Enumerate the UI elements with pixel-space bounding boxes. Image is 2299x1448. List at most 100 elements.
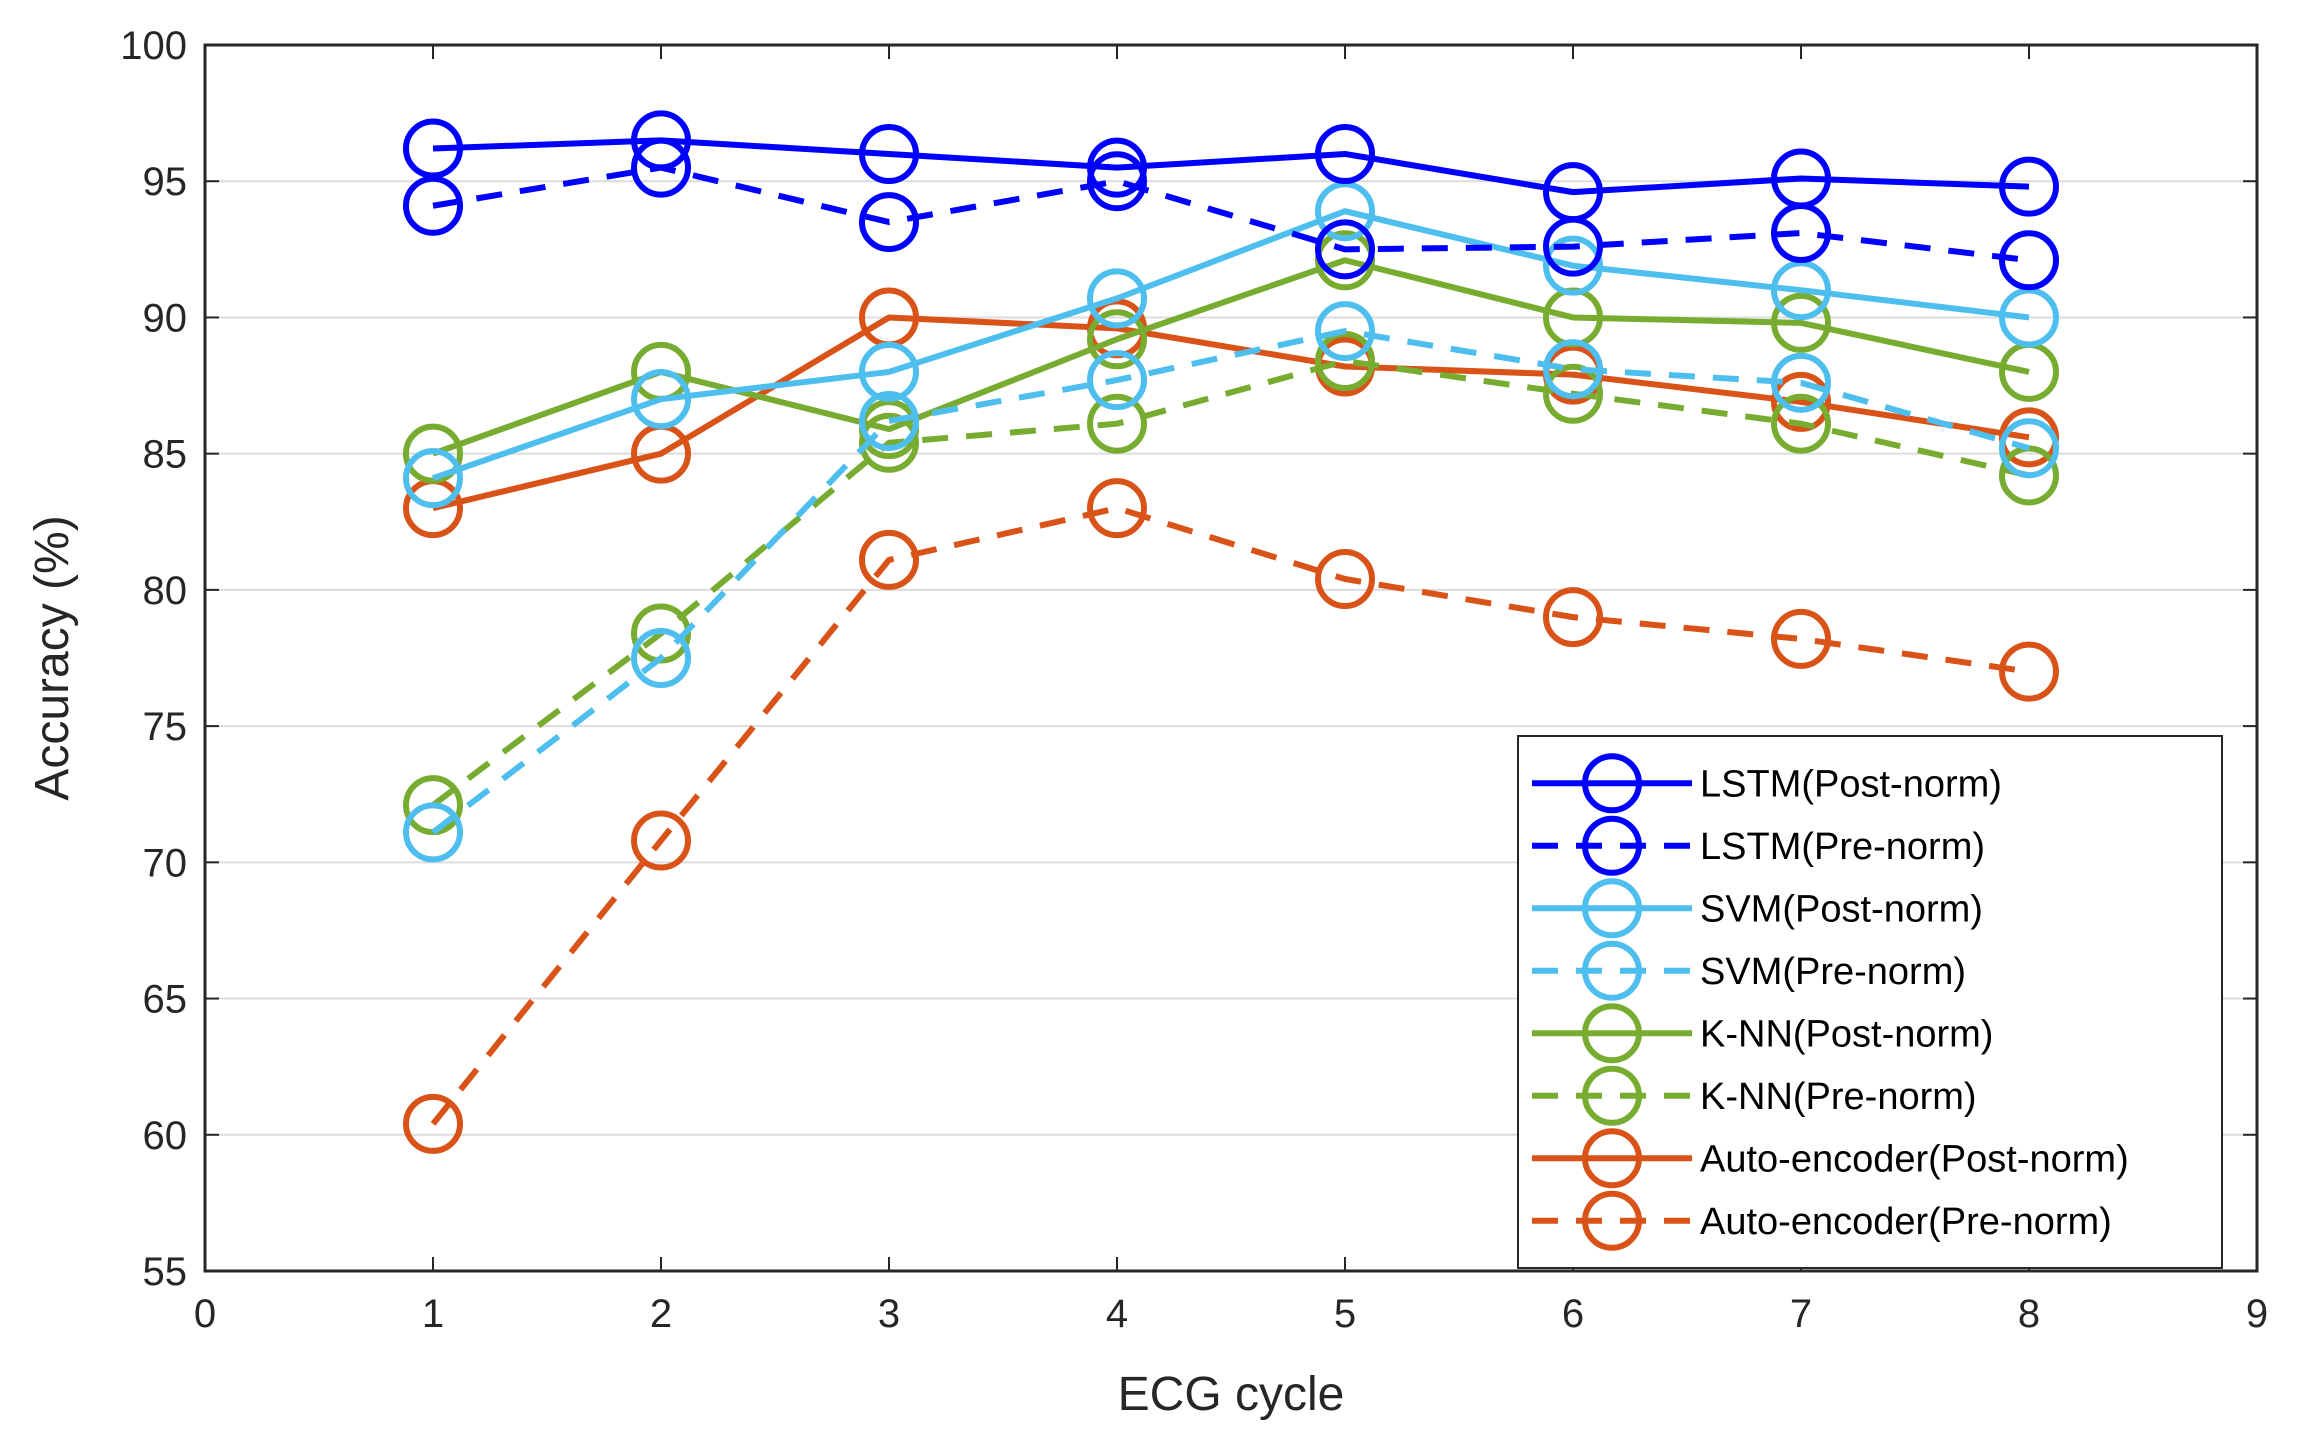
x-tick-label: 6 [1562,1292,1584,1336]
legend-label: SVM(Post-norm) [1700,888,1983,930]
data-point-marker [1771,371,1831,432]
legend-label: Auto-encoder(Post-norm) [1700,1138,2129,1180]
legend-label: LSTM(Post-norm) [1700,763,2002,805]
legend-label: Auto-encoder(Pre-norm) [1700,1201,2112,1243]
series-line [432,137,2030,196]
legend-label: LSTM(Pre-norm) [1700,826,1985,868]
y-tick-label: 75 [143,705,188,749]
series-line [431,328,2030,835]
legend-label: K-NN(Post-norm) [1700,1013,1993,1055]
y-tick-label: 80 [143,569,188,613]
axis-ticks: 55 60 65 70 75 80 85 90 95 100 0 1 2 3 4 5 6 7 8 9 [120,24,2268,1336]
data-point-marker [1771,148,1831,209]
legend-marker [1582,1190,1642,1251]
legend-item: LSTM(Pre-norm) [1532,815,1985,876]
data-point-marker [859,390,919,451]
data-point-marker [1087,268,1147,329]
data-point-marker [1543,363,1603,424]
y-tick-label: 100 [120,24,187,68]
data-point-marker [1315,123,1375,184]
data-point-marker [1771,260,1831,321]
legend-box [1517,735,2223,1269]
series-line [432,208,2030,482]
series-line [432,164,2030,264]
data-point-marker [631,369,691,430]
legend-marker [1582,1003,1642,1064]
series-SVM(Post-norm) [403,181,2059,509]
x-tick-label: 1 [422,1292,444,1336]
legend-item: LSTM(Post-norm) [1532,753,2002,814]
data-point-marker [1999,418,2059,479]
legend-item: K-NN(Post-norm) [1532,1003,1993,1064]
x-axis-label: ECG cycle [1118,1368,1345,1421]
series-SVM(Pre-norm) [403,301,2059,863]
legend-item: SVM(Post-norm) [1532,878,1983,939]
legend-item: Auto-encoder(Pre-norm) [1532,1190,2112,1251]
legend-item: SVM(Pre-norm) [1532,940,1966,1001]
data-point-marker [631,110,691,171]
y-tick-label: 90 [143,296,188,340]
y-tick-label: 55 [143,1250,188,1294]
x-tick-label: 5 [1334,1292,1356,1336]
data-series [403,110,2059,1154]
y-axis-label: Accuracy (%) [26,515,79,800]
data-point-marker [859,192,919,253]
legend-marker [1582,815,1642,876]
data-point-marker [403,118,463,179]
data-point-marker [1543,587,1603,648]
legend-marker [1582,940,1642,1001]
legend-item: K-NN(Pre-norm) [1532,1065,1977,1126]
data-point-marker [1543,162,1603,223]
data-point-marker [859,123,919,184]
series-line [431,358,2030,808]
y-tick-label: 65 [143,978,188,1022]
data-point-marker [1999,287,2059,348]
y-tick-label: 60 [143,1114,188,1158]
x-tick-label: 4 [1106,1292,1128,1336]
series-LSTM(Post-norm) [403,110,2059,223]
x-tick-label: 8 [2018,1292,2040,1336]
data-point-marker [403,802,463,863]
data-point-marker [1087,478,1147,539]
legend-marker [1582,753,1642,814]
data-point-marker [403,175,463,236]
data-point-marker [1999,230,2059,291]
data-point-marker [1771,292,1831,353]
data-point-marker [1087,137,1147,198]
data-point-marker [1771,352,1831,413]
data-point-marker [1315,181,1375,242]
data-point-marker [1999,445,2059,506]
data-point-marker [631,810,691,871]
data-point-marker [1999,641,2059,702]
series-line [431,257,2030,457]
data-point-marker [859,412,919,473]
data-point-marker [631,628,691,688]
y-tick-label: 70 [143,841,188,885]
data-point-marker [403,423,463,484]
data-point-marker [1543,339,1603,400]
x-tick-label: 3 [878,1292,900,1336]
x-tick-label: 7 [1790,1292,1812,1336]
x-tick-label: 9 [2246,1292,2268,1336]
data-point-marker [859,341,919,402]
data-point-marker [1087,151,1147,212]
legend-label: SVM(Pre-norm) [1700,951,1966,993]
legend-label: K-NN(Pre-norm) [1700,1076,1977,1118]
data-point-marker [1999,156,2059,217]
data-point-marker [1771,393,1831,454]
legend-item: Auto-encoder(Post-norm) [1532,1128,2129,1189]
data-point-marker [1771,608,1831,669]
data-point-marker [1315,219,1375,280]
series-Auto-encoder(Pre-norm) [403,478,2059,1154]
data-point-marker [1087,309,1147,370]
data-point-marker [1543,235,1603,296]
series-line [432,314,2030,512]
x-tick-label: 2 [650,1292,672,1336]
data-point-marker [403,448,463,509]
data-point-marker [1315,548,1375,609]
data-point-marker [1087,393,1147,454]
legend-marker [1582,1065,1642,1126]
data-point-marker [1315,301,1375,362]
data-point-marker [403,1093,463,1154]
